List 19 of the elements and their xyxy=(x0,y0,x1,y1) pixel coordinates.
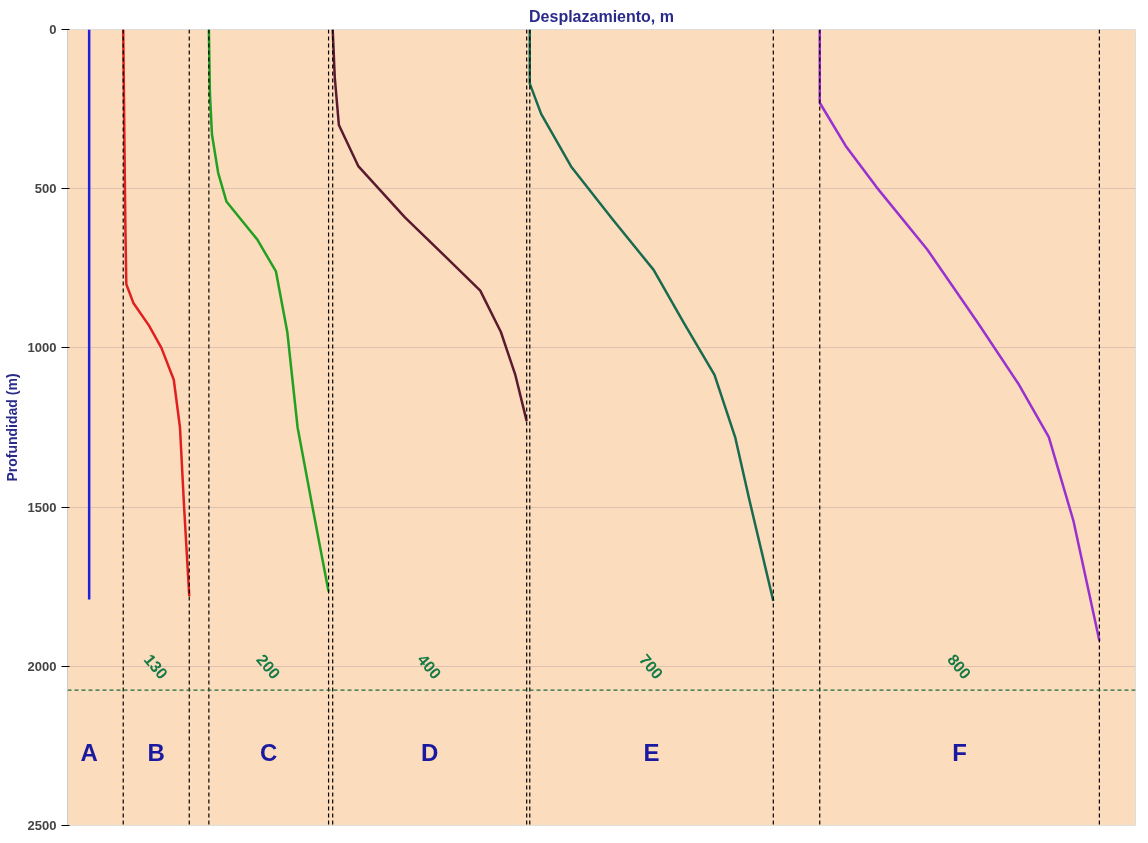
annotation: E xyxy=(643,738,660,766)
annotation: C xyxy=(260,738,278,766)
annotation: A xyxy=(80,738,98,766)
annotation: 400 xyxy=(414,650,445,683)
annotation: B xyxy=(147,738,165,766)
annotation: 700 xyxy=(636,650,667,683)
annotation: F xyxy=(952,738,967,766)
y-tick-label: 0 xyxy=(49,22,57,37)
annotation: 130 xyxy=(140,650,172,683)
y-tick-label: 1500 xyxy=(27,499,57,515)
y-tick-label: 1000 xyxy=(27,340,57,356)
annotation: D xyxy=(421,738,439,766)
annotation: 800 xyxy=(944,650,975,683)
annotation: 200 xyxy=(253,650,284,683)
y-tick-label: 500 xyxy=(34,181,57,197)
chart-title: Desplazamiento, m xyxy=(529,7,674,25)
y-tick-label: 2500 xyxy=(27,818,57,833)
y-axis-title: Profundidad (m) xyxy=(3,373,20,482)
y-tick-label: 2000 xyxy=(27,658,57,674)
